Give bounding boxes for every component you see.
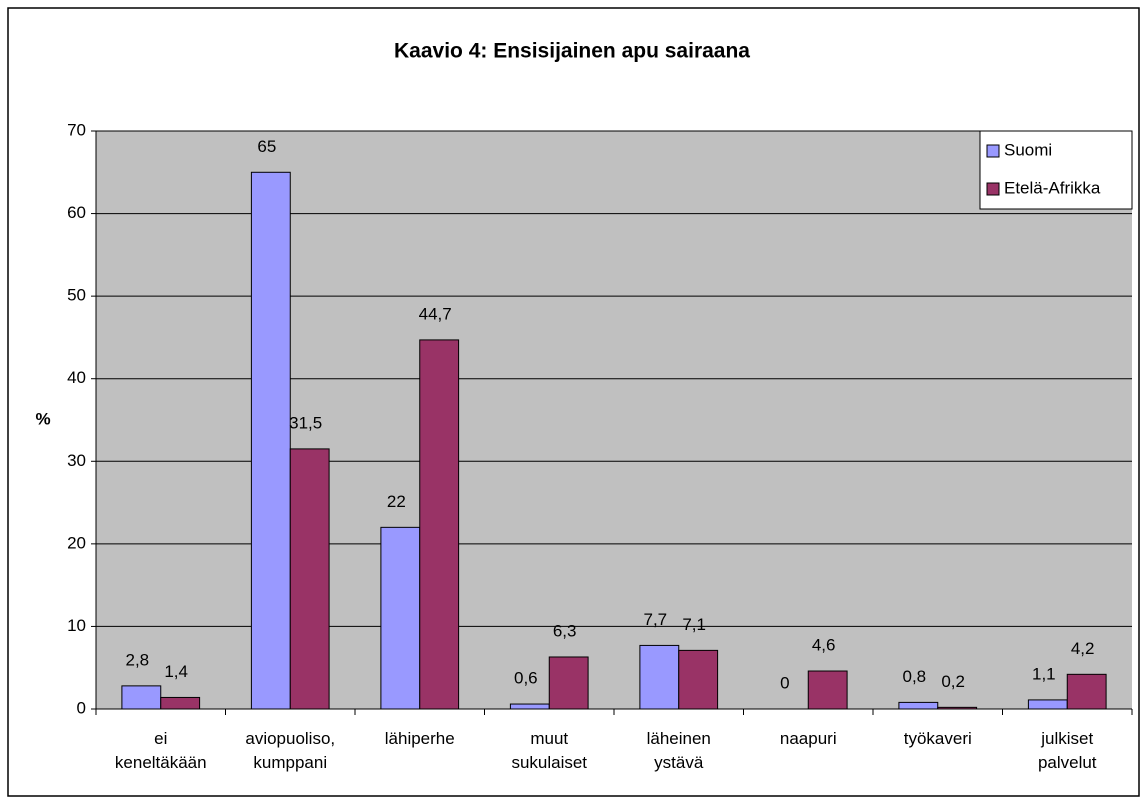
x-tick-label: lähiperhe	[384, 729, 455, 748]
bar	[639, 644, 680, 710]
chart-title: Kaavio 4: Ensisijainen apu sairaana	[394, 40, 750, 63]
bar	[937, 706, 978, 710]
data-label: 7,1	[682, 615, 706, 634]
data-label: 7,7	[644, 610, 668, 629]
bar	[509, 703, 550, 710]
data-label: 31,5	[289, 413, 322, 432]
y-tick-label: 0	[77, 698, 86, 717]
bar	[1066, 673, 1107, 710]
data-label: 0	[780, 673, 789, 692]
legend-box	[979, 130, 1133, 210]
x-tick-label: läheinen ystävä	[646, 729, 711, 772]
legend-label: Suomi	[1004, 140, 1052, 159]
legend-label: Etelä-Afrikka	[1004, 178, 1101, 197]
y-tick-label: 20	[67, 533, 86, 552]
data-label: 4,2	[1071, 639, 1095, 658]
data-label: 1,1	[1032, 664, 1056, 683]
y-axis-label: %	[35, 409, 50, 428]
y-tick-label: 40	[67, 368, 86, 387]
y-tick-label: 10	[67, 616, 86, 635]
y-tick-label: 50	[67, 286, 86, 305]
bar	[289, 448, 330, 710]
bar	[380, 526, 421, 710]
x-tick-label: muut sukulaiset	[511, 729, 588, 772]
data-label: 22	[387, 492, 406, 511]
data-label: 0,6	[514, 669, 538, 688]
legend-swatch	[986, 182, 1000, 196]
data-label: 44,7	[419, 304, 452, 323]
data-label: 1,4	[164, 662, 188, 681]
bar	[1027, 699, 1068, 710]
bar	[250, 171, 291, 710]
data-label: 6,3	[553, 621, 577, 640]
bar	[419, 339, 460, 710]
x-tick-label: ei keneltäkään	[114, 729, 207, 772]
bar	[160, 696, 201, 710]
x-tick-label: työkaveri	[903, 729, 972, 748]
y-tick-label: 60	[67, 203, 86, 222]
y-tick-label: 70	[67, 120, 86, 139]
data-label: 2,8	[126, 650, 150, 669]
bar	[548, 656, 589, 710]
legend-swatch	[986, 144, 1000, 158]
data-label: 0,8	[903, 667, 927, 686]
data-label: 65	[257, 137, 276, 156]
bar	[898, 701, 939, 710]
x-tick-label: aviopuoliso, kumppani	[245, 729, 336, 772]
bar	[121, 685, 162, 710]
bar	[678, 649, 719, 710]
x-tick-label: naapuri	[779, 729, 837, 748]
data-label: 0,2	[941, 672, 965, 691]
bar	[807, 670, 848, 710]
data-label: 4,6	[812, 636, 836, 655]
x-tick-label: julkiset palvelut	[1037, 729, 1097, 772]
y-tick-label: 30	[67, 451, 86, 470]
